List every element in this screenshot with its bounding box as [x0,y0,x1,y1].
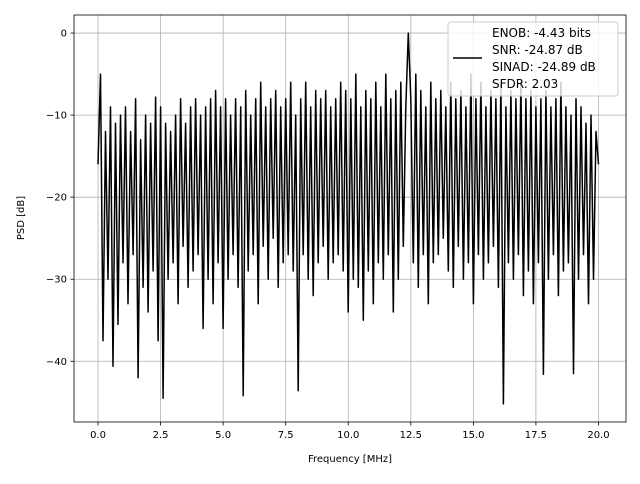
y-tick-label: 0 [61,29,67,40]
y-tick-label: −20 [46,193,67,204]
x-tick-label: 15.0 [462,430,484,441]
x-tick-label: 10.0 [337,430,359,441]
legend: ENOB: -4.43 bits SNR: -24.87 dB SINAD: -… [447,21,619,97]
x-tick-label: 2.5 [153,430,169,441]
psd-series-line [97,32,600,405]
legend-sfdr: SFDR: 2.03 [492,77,558,91]
legend-box [447,21,619,97]
x-tick-label: 20.0 [587,430,609,441]
x-tick-label: 7.5 [278,430,294,441]
x-axis: 0.0 2.5 5.0 7.5 10.0 12.5 15.0 17.5 20.0 [90,422,610,441]
axes-frame [73,14,627,423]
y-tick-label: −10 [46,111,67,122]
y-tick-label: −30 [46,275,67,286]
x-tick-label: 0.0 [90,430,106,441]
legend-sinad: SINAD: -24.89 dB [492,60,596,74]
legend-snr: SNR: -24.87 dB [492,43,583,57]
legend-enob: ENOB: -4.43 bits [492,26,591,40]
x-axis-label: Frequency [MHz] [308,454,392,465]
y-axis-label: PSD [dB] [16,196,27,240]
y-tick-label: −40 [46,357,67,368]
x-tick-label: 5.0 [215,430,231,441]
x-tick-label: 17.5 [525,430,547,441]
plot-area [97,32,600,405]
y-axis: 0 −10 −20 −30 −40 [46,29,74,368]
x-tick-label: 12.5 [400,430,422,441]
